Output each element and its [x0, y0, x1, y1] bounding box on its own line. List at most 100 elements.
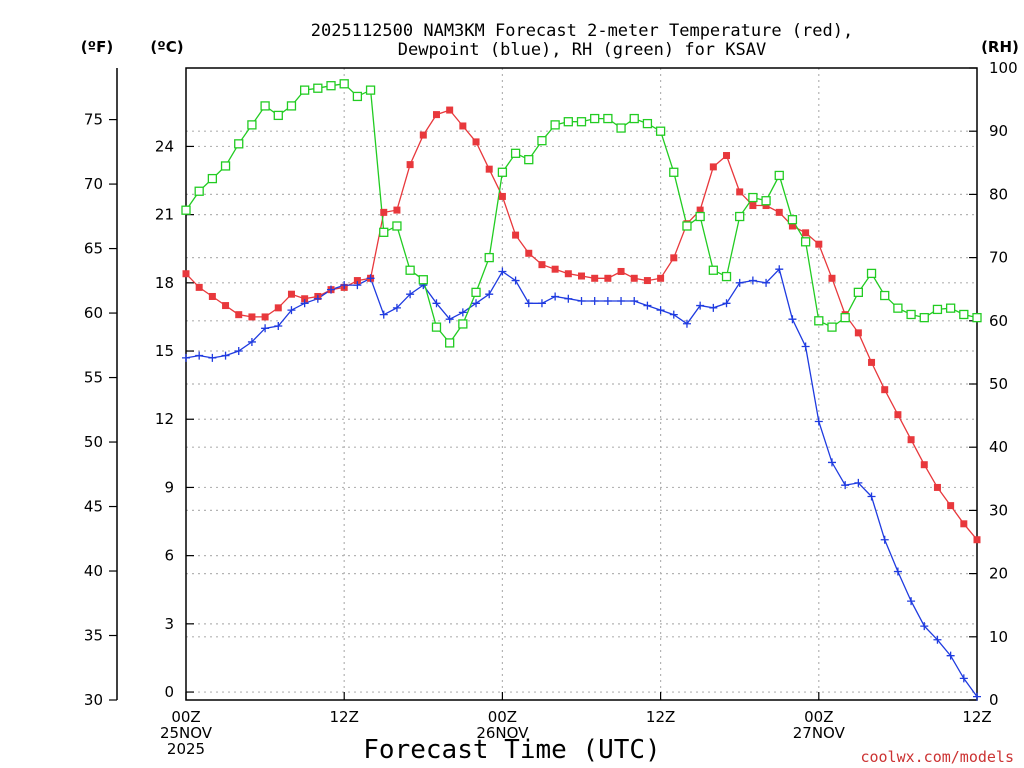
rh-marker	[234, 139, 244, 149]
rh-marker	[603, 113, 613, 124]
dewpoint-marker	[722, 299, 731, 308]
temperature-marker	[736, 188, 744, 196]
temperature-marker	[235, 311, 243, 319]
dewpoint-marker	[564, 294, 573, 303]
temperature-marker	[578, 272, 585, 280]
rh-tick-label: 60	[989, 312, 1008, 330]
x-tick-label: 00Z	[171, 708, 200, 726]
dewpoint-marker	[814, 417, 823, 426]
rh-marker	[748, 192, 758, 203]
rh-marker	[260, 101, 270, 111]
dewpoint-marker	[959, 674, 968, 683]
celsius-tick-label: 21	[155, 206, 174, 224]
temperature-marker	[894, 411, 902, 419]
dewpoint-marker	[841, 481, 850, 490]
dewpoint-marker	[617, 297, 626, 306]
temperature-line	[185, 109, 978, 541]
temperature-marker	[274, 304, 282, 312]
temperature-marker	[353, 277, 361, 285]
dewpoint-marker	[458, 308, 467, 317]
temperature-marker	[419, 131, 427, 139]
dewpoint-marker	[182, 353, 190, 362]
dewpoint-marker	[208, 353, 217, 362]
rh-marker	[906, 309, 916, 320]
temperature-marker	[920, 461, 928, 469]
dewpoint-marker	[498, 267, 507, 276]
rh-marker	[313, 83, 323, 93]
dewpoint-marker	[379, 310, 388, 319]
fahrenheit-tick-label: 75	[84, 111, 103, 129]
dewpoint-marker	[511, 276, 520, 285]
dewpoint-marker	[524, 299, 533, 308]
rh-marker	[972, 312, 982, 323]
temperature-marker	[854, 329, 862, 337]
x-tick-label: 12Z	[330, 708, 359, 726]
rh-marker	[181, 205, 191, 215]
celsius-tick-label: 12	[155, 410, 174, 428]
temperature-marker	[287, 290, 295, 298]
rh-marker	[800, 237, 811, 247]
rh-marker	[194, 186, 204, 196]
dewpoint-marker	[854, 478, 863, 487]
x-tick-label: 26NOV	[476, 724, 529, 742]
temperature-marker	[525, 249, 533, 257]
rh-tick-label: 40	[989, 438, 1008, 456]
rh-marker	[814, 316, 824, 326]
rh-marker	[445, 338, 455, 348]
dewpoint-marker	[880, 535, 889, 544]
dewpoint-marker	[551, 292, 560, 301]
rh-marker	[642, 118, 653, 129]
rh-marker	[616, 123, 626, 133]
temperature-marker	[248, 313, 256, 321]
dewpoint-marker	[762, 278, 771, 287]
temperature-marker	[195, 283, 203, 291]
temperature-marker	[630, 274, 638, 282]
dewpoint-marker	[485, 290, 494, 299]
temperature-marker	[538, 261, 546, 269]
credit-label: coolwx.com/models	[860, 748, 1014, 766]
temperature-marker	[182, 270, 190, 278]
rh-marker	[853, 287, 863, 298]
rh-marker	[207, 173, 218, 184]
rh-marker	[418, 275, 428, 285]
dewpoint-marker	[353, 281, 362, 290]
dewpoint-marker	[577, 297, 586, 306]
rh-marker	[682, 221, 692, 231]
dewpoint-marker	[366, 274, 375, 283]
dewpoint-marker	[656, 306, 665, 315]
rh-marker	[510, 148, 521, 158]
rh-marker	[919, 312, 929, 323]
rh-marker	[379, 227, 389, 237]
dewpoint-marker	[221, 351, 230, 360]
rh-marker	[286, 101, 297, 111]
dewpoint-marker	[287, 306, 296, 315]
x-axis-label: Forecast Time (UTC)	[363, 735, 660, 765]
fahrenheit-tick-label: 40	[84, 562, 103, 580]
rh-marker	[247, 120, 257, 130]
celsius-tick-label: 6	[164, 547, 174, 565]
rh-tick-label: 90	[989, 122, 1008, 140]
x-tick-label: 2025	[167, 740, 205, 758]
temperature-marker	[617, 267, 625, 275]
rh-marker	[866, 268, 877, 279]
x-tick-label: 25NOV	[160, 724, 213, 742]
rh-marker	[484, 252, 494, 263]
temperature-marker	[459, 122, 467, 130]
dewpoint-marker	[234, 347, 243, 356]
x-tick-label: 00Z	[804, 708, 833, 726]
rh-marker	[365, 85, 376, 95]
temperature-marker	[604, 274, 612, 282]
rh-marker	[497, 167, 508, 177]
dewpoint-marker	[827, 458, 836, 467]
dewpoint-marker	[788, 315, 797, 324]
rh-tick-label: 0	[989, 691, 999, 709]
dewpoint-marker	[247, 337, 256, 346]
temperature-marker	[723, 152, 731, 160]
rh-marker	[550, 120, 560, 130]
rh-marker	[721, 271, 732, 282]
rh-marker	[735, 211, 745, 222]
dewpoint-marker	[669, 310, 678, 319]
rh-marker	[629, 113, 639, 124]
series-layer	[181, 79, 982, 701]
dewpoint-marker	[274, 322, 283, 331]
